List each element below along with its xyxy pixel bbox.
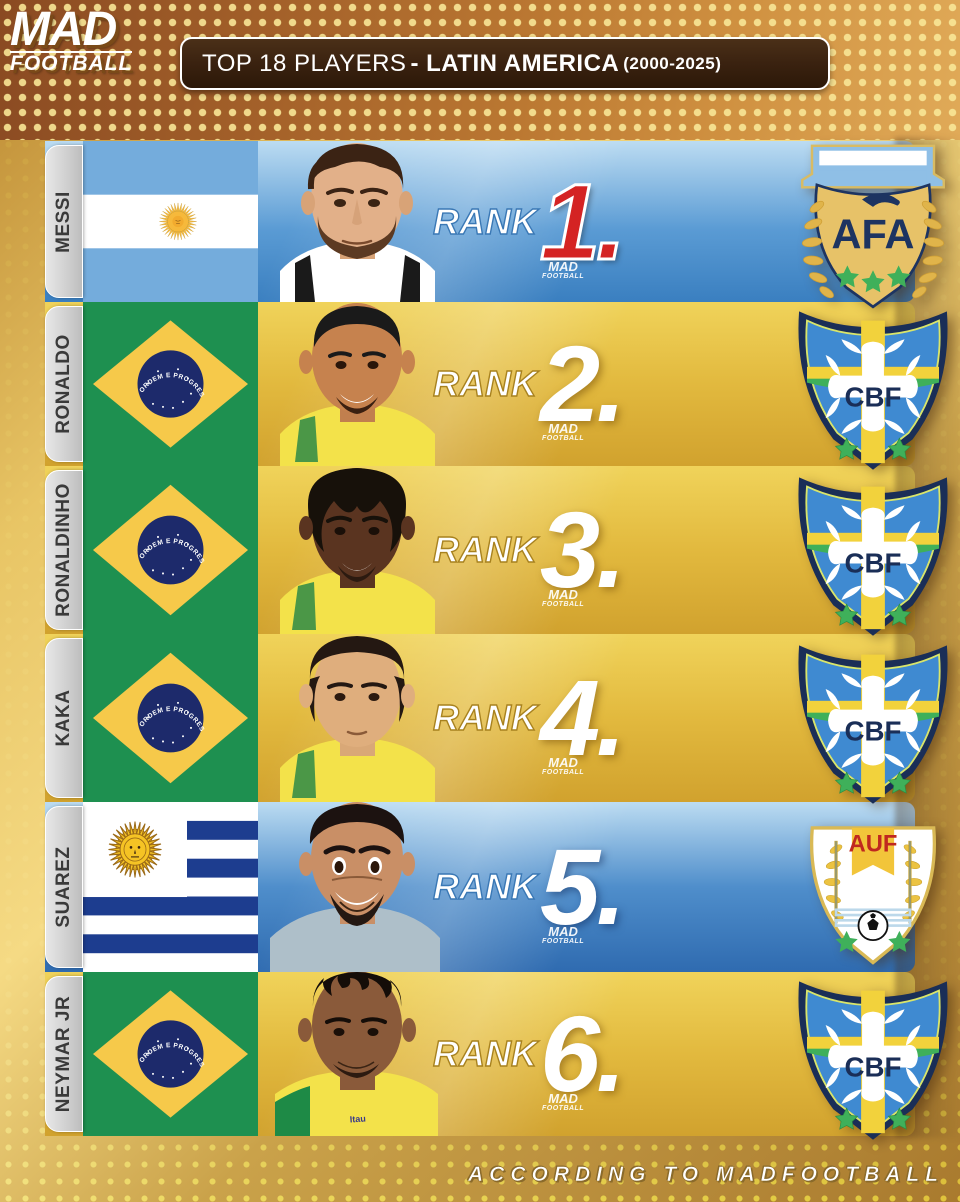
svg-text:Itau: Itau: [349, 1113, 366, 1124]
